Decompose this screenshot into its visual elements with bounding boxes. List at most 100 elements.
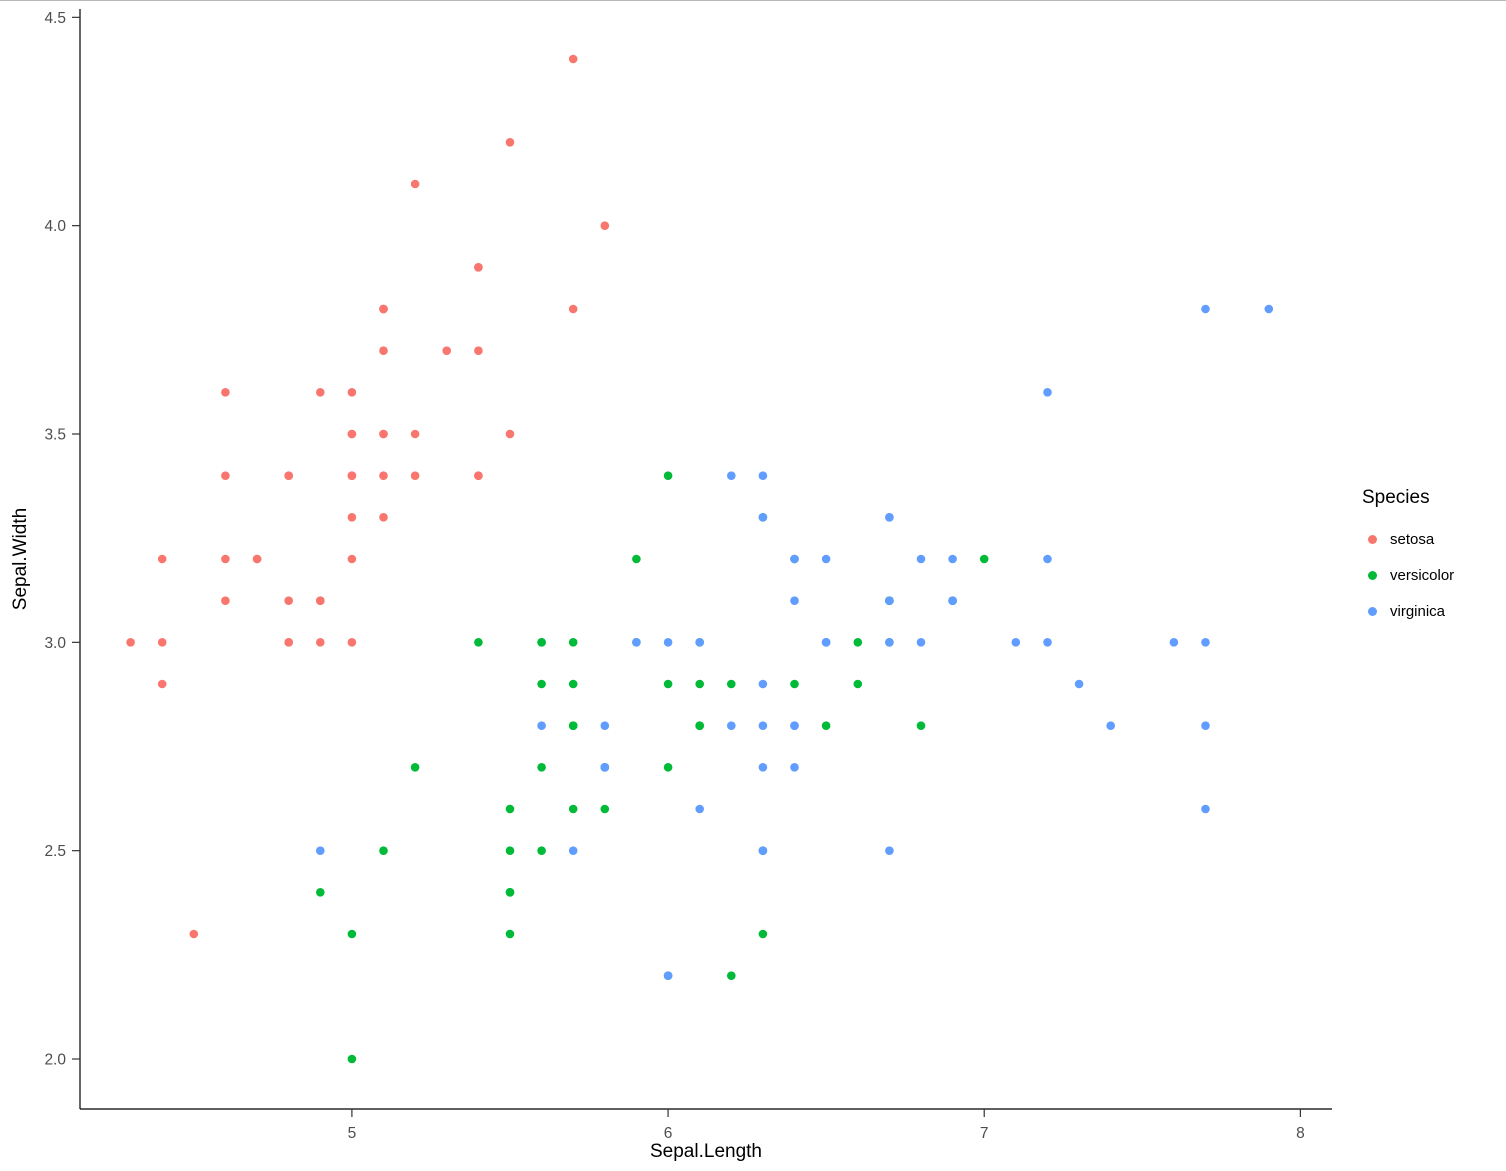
point-virginica: [1201, 804, 1210, 814]
point-setosa: [474, 263, 483, 272]
point-versicolor: [853, 679, 863, 689]
point-setosa: [410, 179, 420, 189]
point-setosa: [284, 471, 294, 481]
point-virginica: [790, 763, 799, 772]
legend-label-virginica: virginica: [1390, 602, 1446, 620]
x-tick-label: 5: [348, 1125, 357, 1142]
point-versicolor: [505, 929, 515, 939]
point-setosa: [410, 429, 420, 439]
legend-key-versicolor: [1362, 565, 1382, 585]
legend-item-versicolor: versicolor: [1362, 557, 1454, 593]
point-virginica: [1106, 721, 1115, 730]
point-virginica: [1043, 554, 1052, 564]
point-setosa: [505, 429, 515, 439]
point-setosa: [221, 596, 230, 605]
point-setosa: [221, 471, 230, 481]
point-virginica: [948, 554, 957, 564]
point-versicolor: [568, 804, 578, 814]
point-versicolor: [316, 888, 325, 897]
y-tick-label: 2.5: [44, 843, 66, 860]
x-axis-title: Sepal.Length: [650, 1141, 762, 1162]
point-versicolor: [663, 763, 673, 772]
point-setosa: [379, 429, 388, 439]
point-versicolor: [695, 679, 704, 689]
point-versicolor: [347, 1054, 357, 1064]
point-setosa: [568, 304, 578, 314]
virginica-dot-icon: [1367, 606, 1377, 616]
point-setosa: [442, 346, 452, 356]
point-versicolor: [379, 846, 388, 855]
legend-label-versicolor: versicolor: [1390, 566, 1455, 584]
point-setosa: [189, 929, 199, 939]
point-versicolor: [505, 888, 515, 897]
point-versicolor: [821, 721, 831, 730]
point-virginica: [663, 638, 673, 647]
point-virginica: [1169, 638, 1179, 647]
x-tick-label: 6: [664, 1125, 673, 1142]
point-setosa: [474, 346, 483, 356]
scatter-plot-canvas: 5 6 7 8 2.0 2.5 3.0 3.5 4.0 4.5: [44, 9, 1332, 1142]
point-virginica: [885, 638, 894, 647]
point-virginica: [885, 513, 894, 522]
point-setosa: [379, 471, 388, 481]
point-versicolor: [474, 638, 483, 647]
point-virginica: [1074, 679, 1084, 689]
point-virginica: [790, 596, 799, 605]
point-setosa: [347, 554, 357, 564]
point-setosa: [410, 471, 420, 481]
x-tick-label: 8: [1296, 1125, 1305, 1142]
y-tick-label: 2.0: [44, 1052, 66, 1069]
point-virginica: [632, 638, 641, 647]
point-virginica: [758, 471, 768, 481]
point-versicolor: [347, 929, 357, 939]
y-tick-label: 3.0: [44, 635, 66, 652]
point-setosa: [347, 429, 357, 439]
point-versicolor: [727, 679, 736, 689]
point-setosa: [316, 388, 325, 397]
point-setosa: [347, 471, 357, 481]
point-versicolor: [568, 721, 578, 730]
legend-key-setosa: [1362, 529, 1382, 549]
point-setosa: [474, 471, 483, 481]
point-virginica: [727, 471, 736, 481]
point-versicolor: [505, 804, 515, 814]
y-tick-label: 3.5: [44, 427, 66, 444]
point-virginica: [758, 513, 768, 522]
point-virginica: [758, 721, 768, 730]
point-virginica: [1011, 638, 1021, 647]
point-setosa: [347, 513, 357, 522]
point-versicolor: [663, 679, 673, 689]
point-virginica: [537, 721, 546, 730]
legend-label-setosa: setosa: [1390, 530, 1435, 548]
point-setosa: [284, 638, 294, 647]
point-versicolor: [537, 846, 546, 855]
y-tick-label: 4.0: [44, 218, 66, 235]
point-setosa: [505, 138, 515, 147]
point-versicolor: [537, 763, 546, 772]
point-versicolor: [505, 846, 515, 855]
point-setosa: [600, 221, 610, 230]
point-virginica: [600, 763, 610, 772]
point-versicolor: [537, 679, 546, 689]
point-versicolor: [568, 679, 578, 689]
point-setosa: [568, 54, 578, 64]
point-setosa: [284, 596, 294, 605]
point-versicolor: [695, 721, 704, 730]
point-virginica: [1201, 304, 1210, 314]
point-virginica: [916, 554, 926, 564]
point-virginica: [695, 804, 704, 814]
point-versicolor: [790, 679, 799, 689]
legend-title: Species: [1362, 487, 1430, 508]
point-versicolor: [410, 763, 420, 772]
legend-item-setosa: setosa: [1362, 521, 1454, 557]
point-virginica: [316, 846, 325, 855]
legend-key-virginica: [1362, 601, 1382, 621]
point-virginica: [758, 763, 768, 772]
point-versicolor: [568, 638, 578, 647]
point-versicolor: [600, 804, 610, 814]
point-setosa: [126, 638, 135, 647]
legend-item-virginica: virginica: [1362, 593, 1454, 629]
point-setosa: [157, 554, 167, 564]
legend: Species setosa versicolor virginica: [1362, 487, 1454, 629]
